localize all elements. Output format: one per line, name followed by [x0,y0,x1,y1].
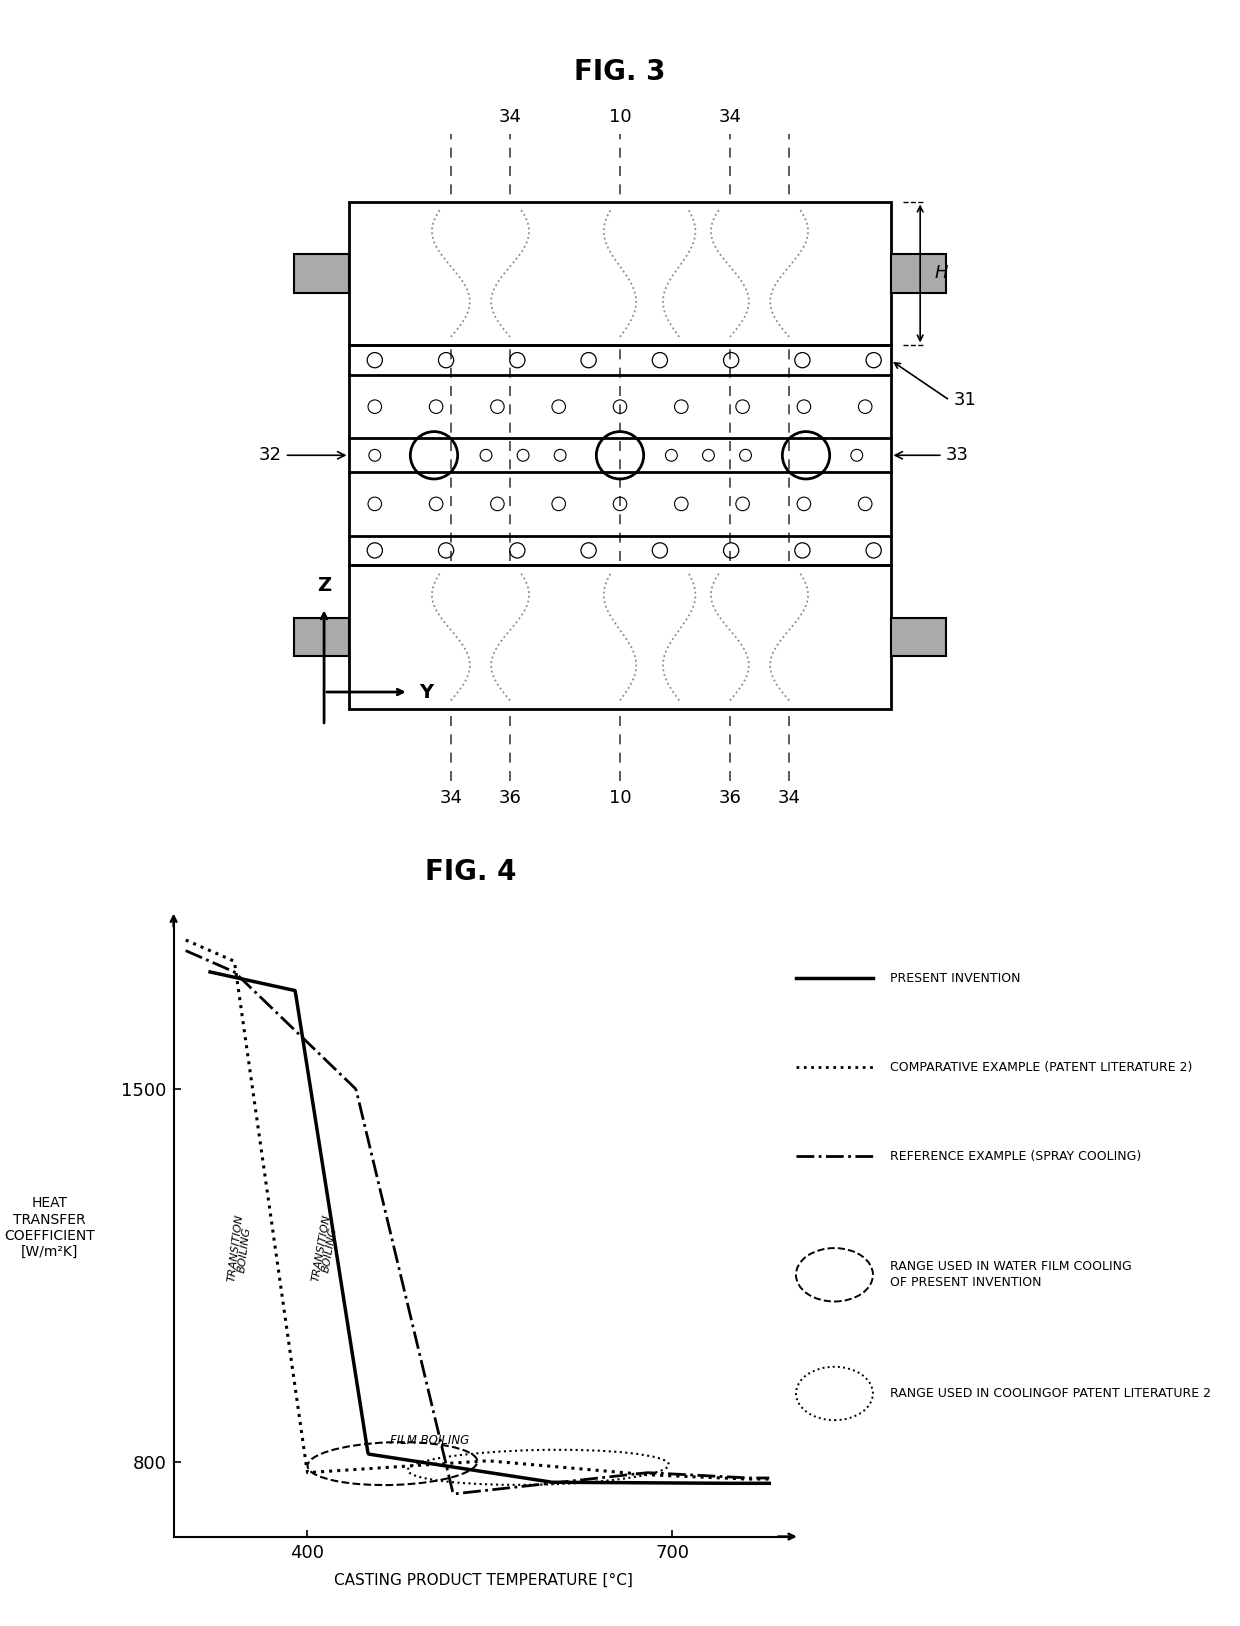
Comparative [329,1462,343,1481]
Text: 32: 32 [259,446,345,465]
Text: TRANSITION
BOILING: TRANSITION BOILING [227,1215,254,1285]
Comparative [761,1470,776,1489]
Text: 34: 34 [777,789,801,806]
Text: FILM BOILING: FILM BOILING [391,1434,469,1447]
Reference [329,1060,343,1080]
Present [301,1068,316,1088]
Reference [569,1470,584,1489]
Bar [294,618,350,655]
Text: PRESENT INVENTION: PRESENT INVENTION [890,972,1021,984]
Text: FIG. 4: FIG. 4 [425,859,517,886]
Comparative [443,1454,458,1473]
Comparative [568,1459,583,1478]
Bar [890,254,946,293]
Text: 10: 10 [609,789,631,806]
Text: 34: 34 [718,107,742,125]
Text: 34: 34 [439,789,463,806]
Comparative [179,930,193,950]
Comparative [281,1335,296,1354]
Reference [446,1485,461,1504]
Present [532,1470,547,1489]
Line: Reference: Reference [186,951,769,1494]
Reference [761,1468,776,1488]
Text: REFERENCE EXAMPLE (SPRAY COOLING): REFERENCE EXAMPLE (SPRAY COOLING) [890,1150,1141,1163]
Text: 34: 34 [498,107,522,125]
Reference [523,1476,538,1496]
Text: 36: 36 [718,789,742,806]
Text: 10: 10 [609,107,631,125]
Text: Y: Y [419,683,433,701]
Reference [179,941,193,961]
Present [624,1473,639,1493]
Comparative [739,1470,754,1489]
Bar [350,202,890,345]
Text: 36: 36 [498,789,522,806]
Text: 31: 31 [954,392,977,410]
Bar [294,254,350,293]
Present [202,963,217,982]
Present [761,1473,776,1493]
Comparative [618,1463,632,1483]
Text: 33: 33 [895,446,968,465]
Text: Z: Z [317,576,331,595]
Present [577,1473,591,1493]
Reference [443,1470,458,1489]
Present [701,1473,715,1493]
X-axis label: CASTING PRODUCT TEMPERATURE [°C]: CASTING PRODUCT TEMPERATURE [°C] [334,1572,634,1587]
Comparative [522,1455,537,1475]
Present [455,1459,470,1478]
Text: RANGE USED IN COOLINGOF PATENT LITERATURE 2: RANGE USED IN COOLINGOF PATENT LITERATUR… [890,1387,1211,1400]
Line: Comparative: Comparative [186,940,769,1480]
Text: RANGE USED IN WATER FILM COOLING
OF PRESENT INVENTION: RANGE USED IN WATER FILM COOLING OF PRES… [890,1260,1132,1289]
Y-axis label: HEAT
TRANSFER
COEFFICIENT
[W/m²K]: HEAT TRANSFER COEFFICIENT [W/m²K] [4,1197,95,1259]
Text: FIG. 3: FIG. 3 [574,59,666,86]
Reference [619,1465,634,1485]
Present [346,1353,361,1372]
Line: Present: Present [210,972,769,1483]
Reference [281,1015,296,1034]
Text: COMPARATIVE EXAMPLE (PATENT LITERATURE 2): COMPARATIVE EXAMPLE (PATENT LITERATURE 2… [890,1060,1193,1073]
Text: TRANSITION
BOILING: TRANSITION BOILING [310,1213,341,1285]
Bar [350,566,890,709]
Text: H: H [935,265,949,283]
Bar [890,618,946,655]
